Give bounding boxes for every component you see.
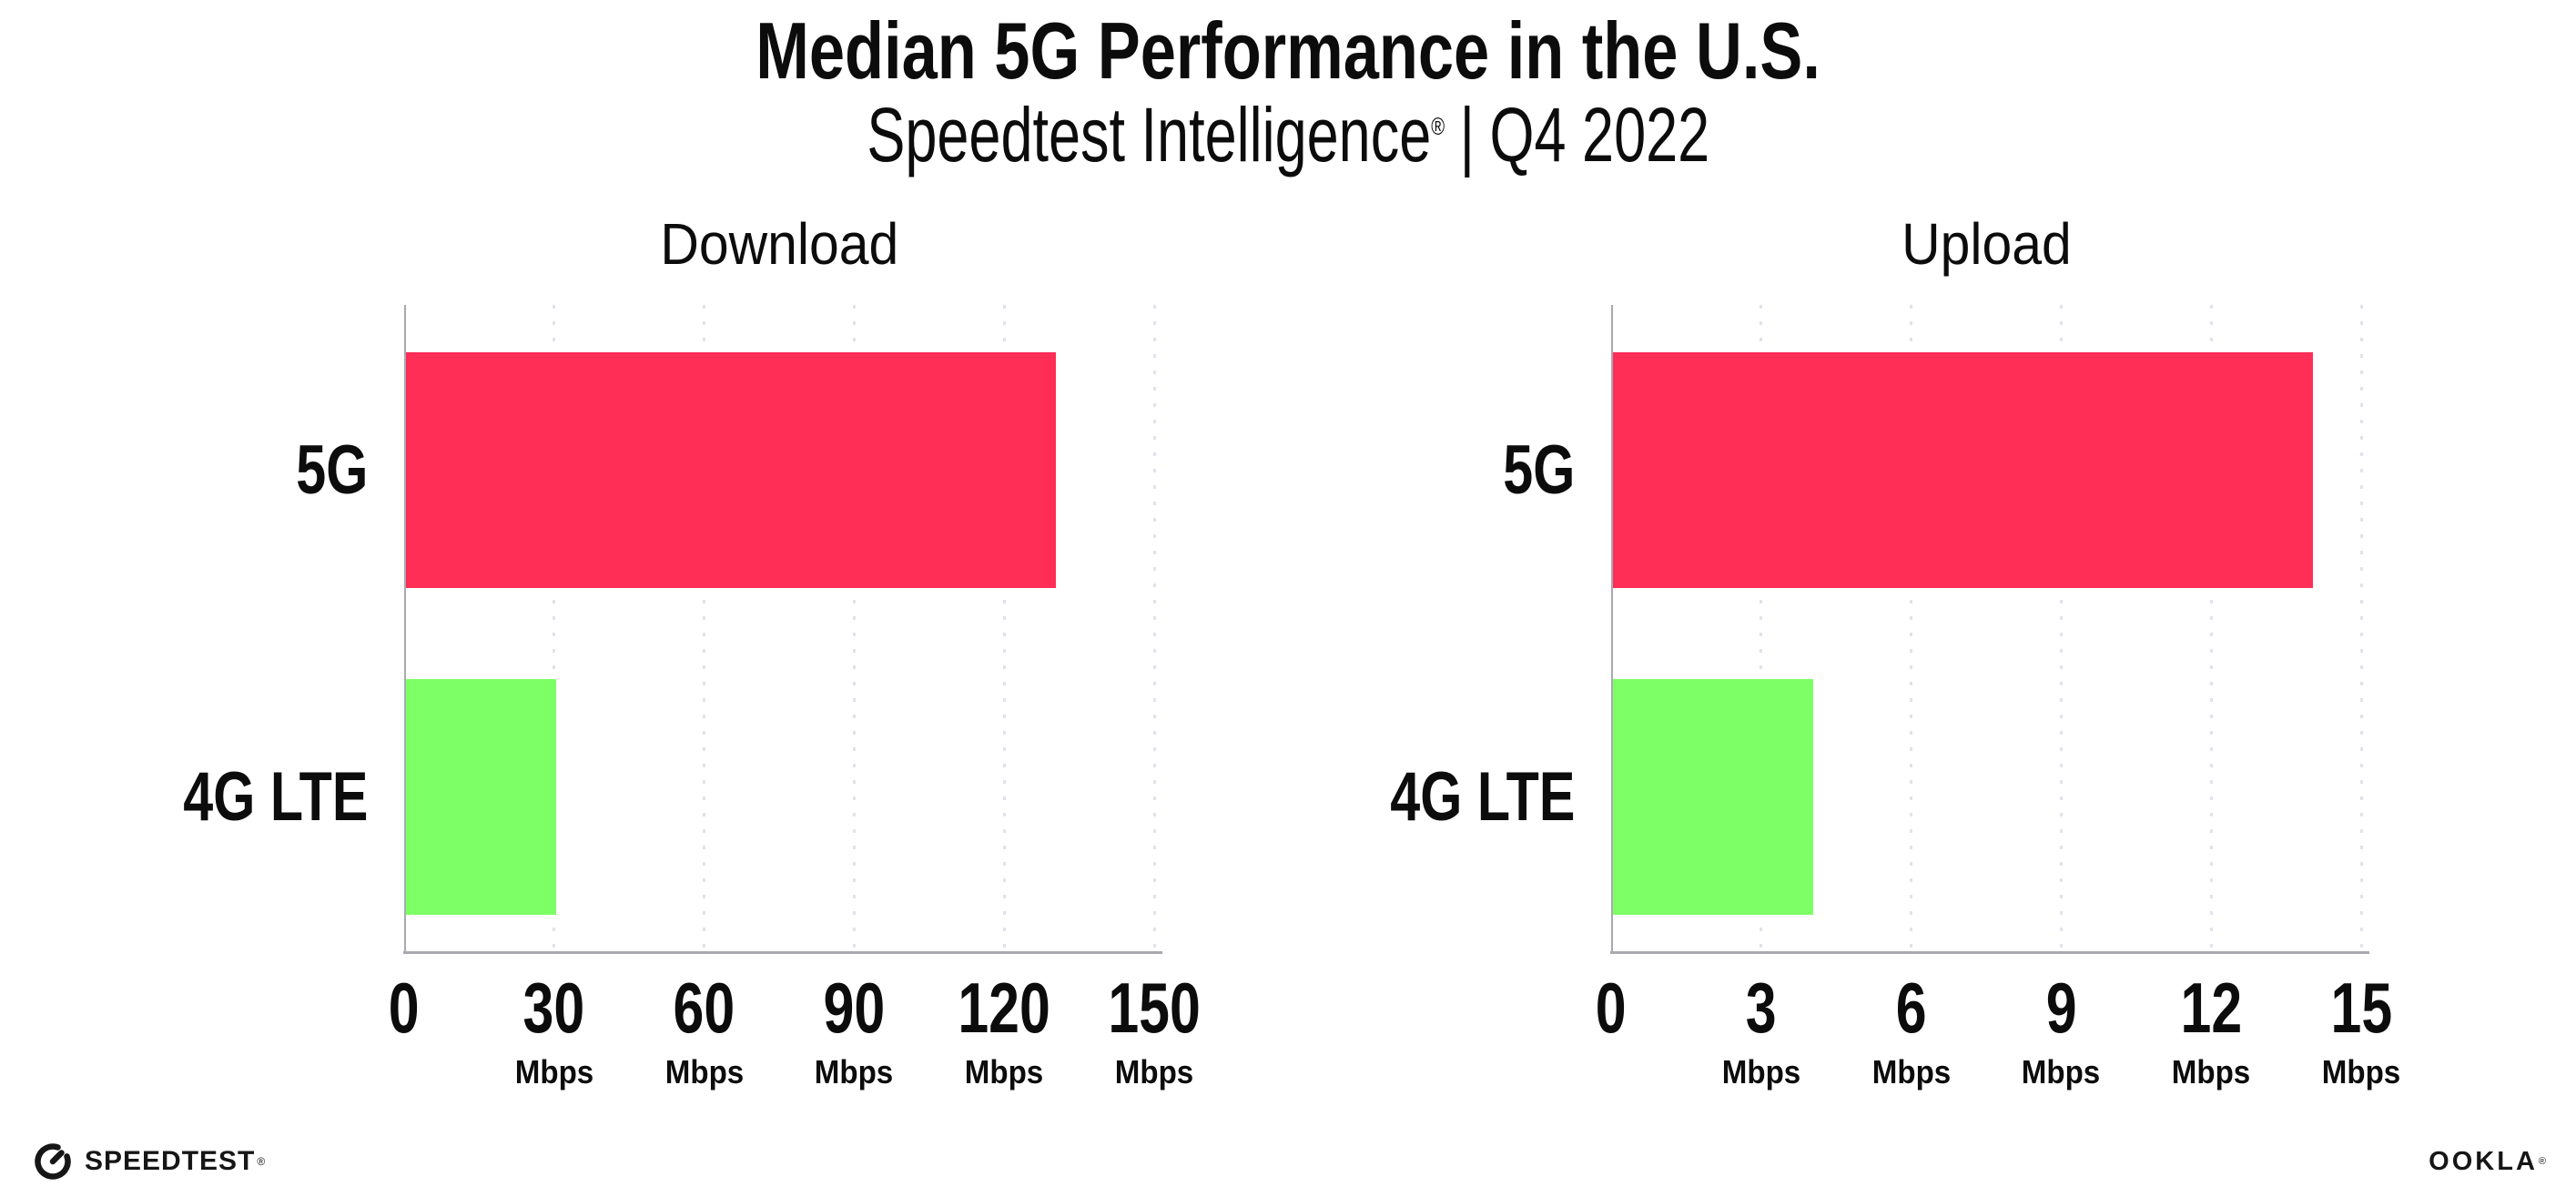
x-tick-unit: Mbps [922, 1056, 1086, 1089]
x-tick-label-text: 60 [673, 968, 735, 1048]
category-label-5g: 5G [67, 427, 368, 514]
x-tick-label: 60 [623, 972, 786, 1043]
x-tick-label-text: 0 [389, 968, 420, 1048]
x-tick-label-text: 6 [1895, 968, 1927, 1048]
chart-title-upload: Upload [1611, 208, 2361, 280]
x-tick-label: 3 [1679, 972, 1843, 1043]
gridline [703, 305, 706, 951]
category-label-5g-text: 5G [295, 431, 368, 509]
x-tick-unit-text: Mbps [514, 1053, 594, 1090]
x-tick-label-text: 150 [1108, 968, 1201, 1048]
x-tick-label-text: 9 [2045, 968, 2077, 1048]
subtitle: Speedtest Intelligence® | Q4 2022 [0, 89, 2576, 181]
x-tick-label-text: 15 [2330, 968, 2392, 1048]
x-tick-unit: Mbps [2279, 1056, 2443, 1089]
x-axis-line [1610, 951, 2369, 954]
main-title: Median 5G Performance in the U.S. [0, 5, 2576, 96]
x-tick-unit: Mbps [2129, 1056, 2293, 1089]
gridline [2359, 305, 2363, 951]
gridline [852, 305, 856, 951]
main-title-text: Median 5G Performance in the U.S. [756, 5, 1820, 96]
gridline [553, 305, 556, 951]
x-tick-label: 9 [1979, 972, 2143, 1043]
x-tick-unit: Mbps [472, 1056, 636, 1089]
gridline [2059, 305, 2063, 951]
x-tick-unit-text: Mbps [2321, 1053, 2401, 1090]
ookla-logo: OOKLA ® [2429, 1146, 2546, 1176]
x-tick-label-text: 120 [958, 968, 1050, 1048]
x-tick-label: 15 [2279, 972, 2443, 1043]
y-axis-line [1611, 305, 1613, 951]
x-tick-unit: Mbps [1072, 1056, 1236, 1089]
subtitle-separator: | [1459, 92, 1475, 178]
subtitle-product: Speedtest Intelligence [867, 92, 1432, 178]
x-tick-label: 120 [922, 972, 1086, 1043]
subtitle-text: Speedtest Intelligence® | Q4 2022 [867, 89, 1709, 181]
x-tick-label: 30 [472, 972, 636, 1043]
x-tick-unit-text: Mbps [2171, 1053, 2251, 1090]
x-tick-unit: Mbps [1979, 1056, 2143, 1089]
subtitle-period: Q4 2022 [1489, 92, 1709, 178]
category-label-5g-text: 5G [1502, 431, 1575, 509]
registered-mark-icon: ® [1431, 113, 1445, 140]
chart-title-upload-text: Upload [1901, 211, 2072, 277]
bar-5g [1613, 352, 2314, 588]
chart-title-download-text: Download [660, 211, 898, 277]
speedtest-logo-text: SPEEDTEST [85, 1146, 256, 1176]
bar-4g-lte [406, 679, 556, 915]
category-label-4g-lte-text: 4G LTE [1389, 757, 1575, 836]
x-tick-label: 90 [772, 972, 936, 1043]
x-tick-unit-text: Mbps [1114, 1053, 1194, 1090]
speedtest-logo: SPEEDTEST ® [32, 1140, 265, 1183]
x-tick-label: 0 [322, 972, 486, 1043]
category-label-4g-lte-text: 4G LTE [182, 757, 368, 836]
x-tick-label-text: 3 [1745, 968, 1777, 1048]
gridline [1002, 305, 1006, 951]
x-tick-unit: Mbps [623, 1056, 786, 1089]
category-label-5g: 5G [1274, 427, 1575, 514]
x-tick-unit-text: Mbps [964, 1053, 1044, 1090]
x-tick-label-text: 12 [2180, 968, 2243, 1048]
x-tick-unit-text: Mbps [1721, 1053, 1801, 1090]
x-tick-unit-text: Mbps [664, 1053, 744, 1090]
x-tick-label: 6 [1830, 972, 1993, 1043]
y-axis-line [404, 305, 406, 951]
x-tick-label: 12 [2129, 972, 2293, 1043]
x-tick-unit-text: Mbps [1871, 1053, 1951, 1090]
x-tick-unit: Mbps [1679, 1056, 1843, 1089]
gridline [1910, 305, 1913, 951]
gridline [1760, 305, 1763, 951]
x-tick-unit-text: Mbps [2022, 1053, 2101, 1090]
x-tick-unit-text: Mbps [815, 1053, 894, 1090]
x-tick-label-text: 0 [1596, 968, 1627, 1048]
x-tick-label: 150 [1072, 972, 1236, 1043]
x-tick-unit: Mbps [1830, 1056, 1993, 1089]
category-label-4g-lte: 4G LTE [1274, 754, 1575, 841]
chart-title-download: Download [404, 208, 1154, 280]
speedtest-gauge-icon [35, 1143, 71, 1180]
x-tick-label-text: 30 [522, 968, 585, 1048]
ookla-logo-text: OOKLA [2429, 1146, 2538, 1176]
x-axis-line [403, 951, 1162, 954]
bar-5g [406, 352, 1057, 588]
x-tick-label: 0 [1529, 972, 1693, 1043]
x-tick-label-text: 90 [823, 968, 886, 1048]
x-tick-unit: Mbps [772, 1056, 936, 1089]
gridline [2209, 305, 2213, 951]
bar-4g-lte [1613, 679, 1813, 915]
gridline [1152, 305, 1156, 951]
category-label-4g-lte: 4G LTE [67, 754, 368, 841]
